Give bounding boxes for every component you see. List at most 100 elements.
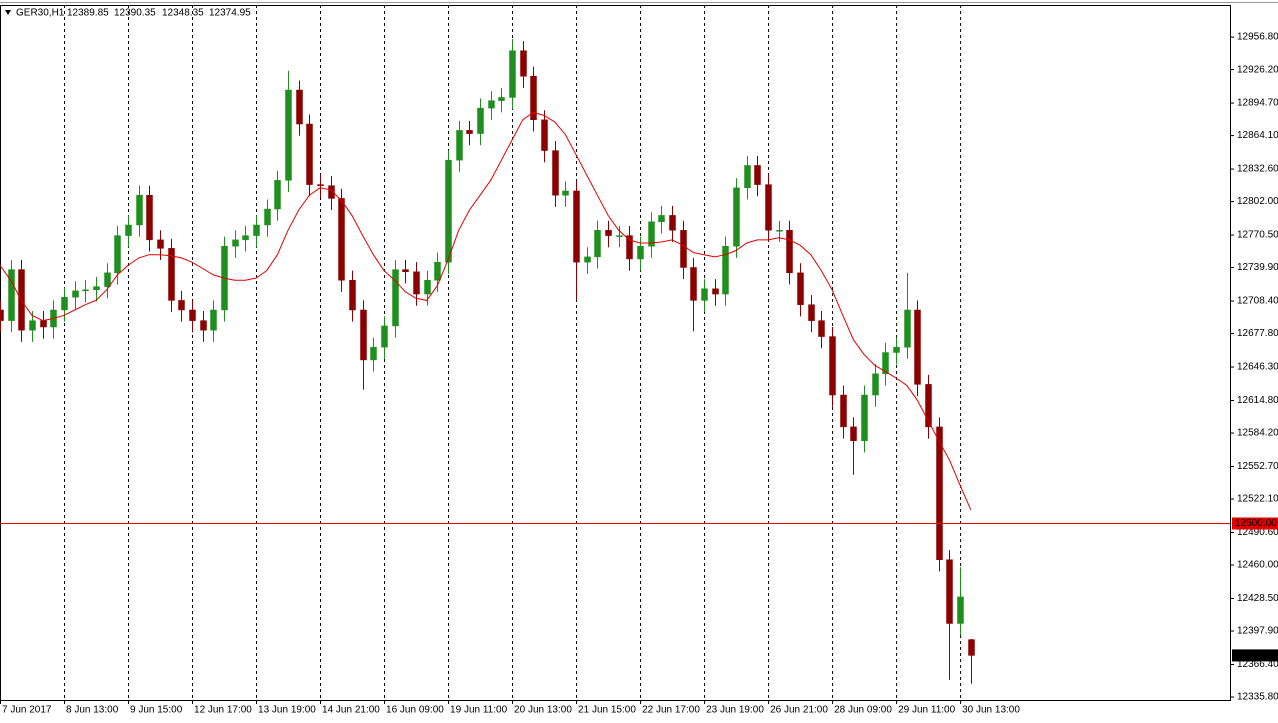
candle-body (669, 215, 676, 231)
header-arrow (5, 10, 11, 15)
candle-body (242, 235, 249, 241)
y-tick-label: 12335.80 (1237, 692, 1278, 703)
candle-body (82, 289, 89, 292)
x-tick-label: 12 Jun 17:00 (194, 705, 252, 716)
moving-average (0, 111, 972, 511)
x-tick-label: 7 Jun 2017 (2, 705, 52, 716)
candle-body (648, 221, 655, 247)
candle-body (786, 230, 793, 274)
x-tick-label: 29 Jun 11:00 (898, 705, 956, 716)
y-tick-label: 12894.70 (1237, 98, 1278, 109)
header-low: 12348.35 (162, 8, 204, 19)
candle-body (136, 194, 143, 226)
y-tick-label: 12366.40 (1237, 659, 1278, 670)
y-tick-label: 12490.60 (1237, 527, 1278, 538)
grid-layer (64, 5, 962, 700)
candle-body (360, 309, 367, 361)
candle-body (445, 159, 452, 263)
candle-body (61, 296, 68, 311)
candle-body (392, 269, 399, 327)
candle-body (328, 185, 335, 199)
header-close: 12374.95 (209, 8, 251, 19)
candle-body (157, 239, 164, 249)
header-high: 12390.35 (114, 8, 156, 19)
candle-body (125, 224, 132, 236)
x-tick-label: 30 Jun 13:00 (962, 705, 1020, 716)
x-tick-label: 13 Jun 19:00 (258, 705, 316, 716)
y-tick-label: 12956.80 (1237, 32, 1278, 43)
candle-body (178, 300, 185, 311)
candle-body (530, 75, 537, 121)
candle-body (456, 130, 463, 161)
y-tick-label: 12926.20 (1237, 64, 1278, 75)
y-tick-label: 12460.00 (1237, 560, 1278, 571)
candle-body (285, 89, 292, 181)
candle-body (413, 271, 420, 295)
y-tick-label: 12397.90 (1237, 626, 1278, 637)
candle-body (680, 230, 687, 268)
candle-body (754, 165, 761, 185)
y-tick-label: 12739.90 (1237, 262, 1278, 273)
header-open: 12389.85 (67, 8, 109, 19)
candle-body (840, 394, 847, 428)
candle-body (776, 230, 783, 232)
candle-body (0, 309, 4, 321)
y-tick-label: 12584.20 (1237, 428, 1278, 439)
candle-body (541, 119, 548, 151)
candle-body (562, 190, 569, 196)
candle-body (946, 559, 953, 624)
candle-body (573, 190, 580, 263)
candle-body (616, 235, 623, 237)
x-tick-label: 23 Jun 19:00 (706, 705, 764, 716)
y-tick-label: 12552.70 (1237, 461, 1278, 472)
candle-body (381, 325, 388, 348)
candle-body (296, 89, 303, 125)
candle-body (722, 245, 729, 295)
candle-body (712, 288, 719, 295)
candle-body (658, 215, 665, 223)
candle-body (850, 426, 857, 441)
candle-body (477, 107, 484, 134)
candle-body (434, 261, 441, 281)
y-tick-label: 12677.80 (1237, 328, 1278, 339)
chart-title: GER30,H1 (16, 8, 65, 19)
x-tick-label: 9 Jun 15:00 (130, 705, 183, 716)
candle-body (498, 97, 505, 101)
candle-body (765, 184, 772, 231)
candle-body (957, 596, 964, 624)
candle-body (701, 288, 708, 301)
marks-layer (0, 39, 1230, 684)
candle-body (232, 239, 239, 247)
candle-body (40, 320, 47, 328)
candle-body (552, 150, 559, 196)
x-tick-label: 22 Jun 17:00 (642, 705, 700, 716)
candle-body (93, 286, 100, 291)
candle-body (306, 123, 313, 185)
y-tick-label: 12770.50 (1237, 230, 1278, 241)
candle-body (968, 639, 975, 656)
candle-body (893, 346, 900, 353)
candle-body (904, 309, 911, 348)
x-tick-label: 14 Jun 21:00 (322, 705, 380, 716)
x-tick-label: 21 Jun 15:00 (578, 705, 636, 716)
candle-body (72, 290, 79, 298)
candle-body (253, 224, 260, 236)
candle-body (29, 320, 36, 331)
candle-body (264, 208, 271, 226)
candle-body (189, 309, 196, 321)
candle-body (808, 304, 815, 321)
candle-body (8, 269, 15, 321)
y-tick-label: 12802.00 (1237, 196, 1278, 207)
candle-body (349, 279, 356, 311)
candle-body (424, 279, 431, 295)
candle-body (146, 194, 153, 241)
candle-body (114, 235, 121, 274)
candle-body (168, 248, 175, 301)
price-tag-box (1232, 649, 1278, 662)
x-tick-label: 28 Jun 09:00 (834, 705, 892, 716)
candle-body (690, 267, 697, 301)
price-tag: 12374.95 (1235, 650, 1277, 661)
